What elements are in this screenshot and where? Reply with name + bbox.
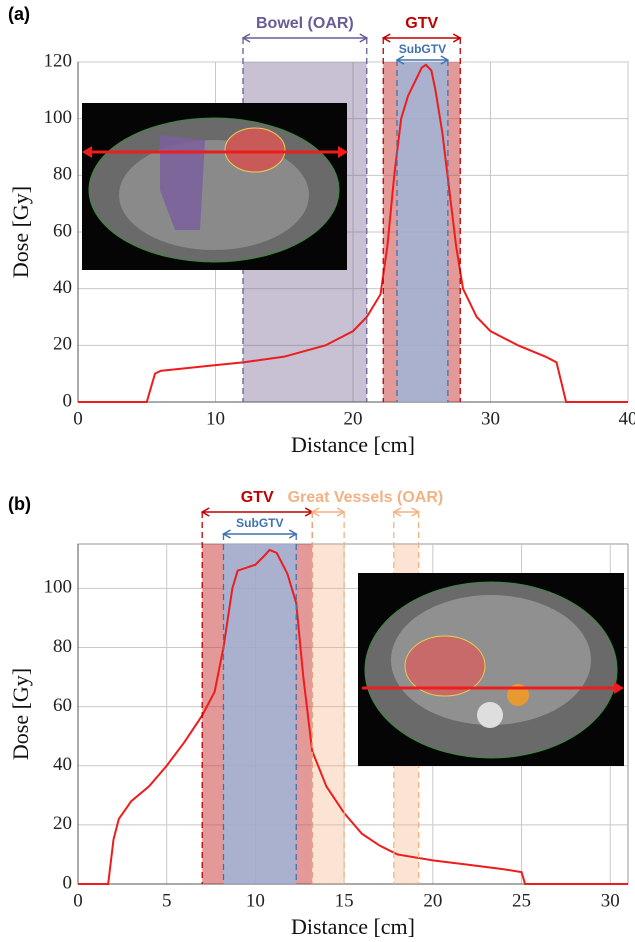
x-tick-label: 20 <box>423 890 442 911</box>
x-tick-label: 5 <box>162 890 172 911</box>
x-tick-label: 10 <box>206 408 225 429</box>
x-tick-label: 15 <box>335 890 354 911</box>
y-axis-label: Dose [Gy] <box>8 186 33 278</box>
x-tick-label: 30 <box>601 890 620 911</box>
region-label: Bowel (OAR) <box>256 15 354 32</box>
y-tick-label: 20 <box>53 334 72 355</box>
y-tick-label: 20 <box>53 813 72 834</box>
x-tick-label: 10 <box>246 890 265 911</box>
ct-inset-a <box>82 103 348 270</box>
x-tick-label: 30 <box>481 408 500 429</box>
x-tick-label: 0 <box>73 408 83 429</box>
panel-label: (b) <box>8 494 31 514</box>
y-tick-label: 100 <box>44 107 73 128</box>
region-label: SubGTV <box>236 516 283 530</box>
region <box>223 544 296 884</box>
region <box>397 62 448 402</box>
x-axis-label: Distance [cm] <box>291 432 415 457</box>
x-tick-label: 20 <box>344 408 363 429</box>
y-tick-label: 60 <box>53 220 72 241</box>
x-axis-label: Distance [cm] <box>291 914 415 939</box>
x-tick-label: 40 <box>619 408 635 429</box>
y-tick-label: 40 <box>53 277 72 298</box>
x-tick-label: 25 <box>512 890 531 911</box>
region <box>312 544 344 884</box>
region-label: SubGTV <box>399 42 446 56</box>
y-tick-label: 100 <box>44 577 73 598</box>
y-tick-label: 80 <box>53 636 72 657</box>
y-tick-label: 120 <box>44 50 73 71</box>
region-label: GTV <box>405 15 438 32</box>
x-tick-label: 0 <box>73 890 83 911</box>
y-tick-label: 0 <box>63 390 73 411</box>
panel-label: (a) <box>8 4 30 24</box>
ct-inset-b <box>358 573 624 766</box>
y-tick-label: 60 <box>53 695 72 716</box>
y-axis-label: Dose [Gy] <box>8 668 33 760</box>
y-tick-label: 40 <box>53 754 72 775</box>
y-tick-label: 80 <box>53 164 72 185</box>
figure: 010203040020406080100120Bowel (OAR)GTVSu… <box>0 0 635 942</box>
y-tick-label: 0 <box>63 872 73 893</box>
region-label: Great Vessels (OAR) <box>288 489 444 506</box>
region-label: GTV <box>241 489 274 506</box>
